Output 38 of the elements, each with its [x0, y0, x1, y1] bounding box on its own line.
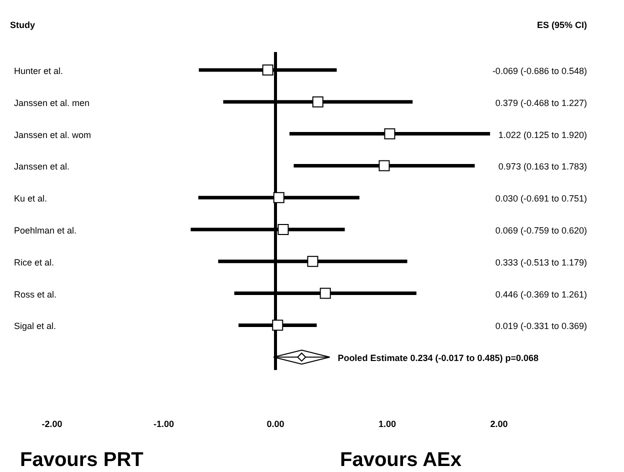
x-tick-label: -2.00 — [42, 419, 62, 429]
y-tick-label: Ku et al. — [14, 194, 48, 204]
text: Favours PRT — [20, 449, 144, 471]
data-label: 1.022 (0.125 to 1.920) — [498, 130, 587, 140]
y-tick-label: Hunter et al. — [14, 66, 64, 76]
y-tick-label: Sigal et al. — [14, 321, 56, 332]
point — [273, 192, 284, 204]
data-label: 0.446 (-0.369 to 1.261) — [495, 289, 587, 300]
y2-axis-title: ES (95% CI) — [536, 20, 587, 30]
point — [272, 320, 284, 331]
data-label: 0.333 (-0.513 to 1.179) — [495, 257, 587, 268]
point — [262, 64, 274, 76]
y-tick-label: Janssen et al. wom — [14, 130, 92, 140]
data-label: 0.069 (-0.759 to 0.620) — [495, 226, 587, 236]
data-label: Pooled Estimate 0.234 (-0.017 to 0.485) p=0.068 — [338, 353, 539, 364]
point — [378, 160, 390, 172]
y-tick-label: Janssen et al. men — [14, 98, 90, 108]
data-label: 0.379 (-0.468 to 1.227) — [495, 98, 587, 108]
point — [384, 128, 396, 140]
point — [278, 224, 289, 235]
point — [307, 256, 318, 267]
data-label: 0.019 (-0.331 to 0.369) — [495, 321, 587, 332]
point — [297, 352, 306, 362]
point — [312, 96, 324, 108]
y-axis-title: Study — [10, 20, 36, 30]
y-tick-label: Poehlman et al. — [14, 226, 77, 236]
y-tick-label: Janssen et al. — [14, 162, 70, 172]
data-label: -0.069 (-0.686 to 0.548) — [492, 66, 587, 76]
x-tick-label: 0.00 — [266, 419, 284, 429]
data-label: 0.973 (0.163 to 1.783) — [498, 162, 587, 172]
y-tick-label: Ross et al. — [14, 289, 57, 300]
y-tick-label: Rice et al. — [14, 257, 54, 268]
x-tick-label: 2.00 — [490, 419, 508, 429]
x-tick-label: -1.00 — [153, 419, 174, 429]
x-tick-label: 1.00 — [378, 419, 396, 429]
data-label: 0.030 (-0.691 to 0.751) — [495, 194, 587, 204]
text: Favours AEx — [340, 449, 462, 471]
point — [320, 288, 331, 299]
